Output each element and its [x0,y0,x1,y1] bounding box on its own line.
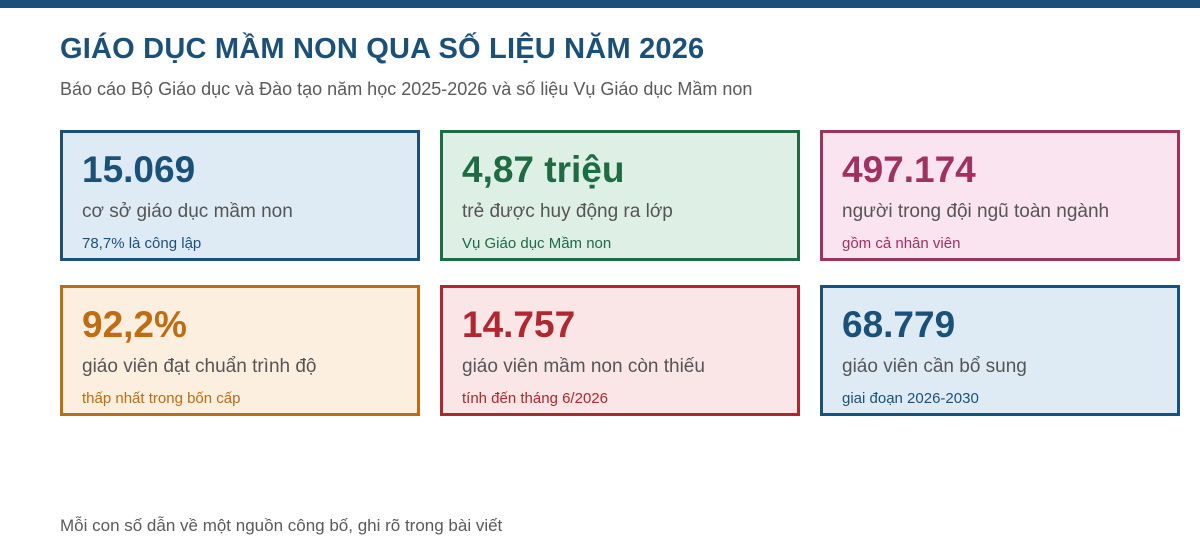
stat-card-children: 4,87 triệu trẻ được huy động ra lớp Vụ G… [440,130,800,261]
stat-note: 78,7% là công lập [82,235,202,252]
stat-note: giai đoạn 2026-2030 [842,390,979,407]
stat-card-teacher-shortage: 14.757 giáo viên mầm non còn thiếu tính … [440,285,800,416]
stat-label: giáo viên cần bổ sung [842,356,1027,377]
stat-value: 4,87 triệu [462,149,625,190]
stat-label: trẻ được huy động ra lớp [462,201,673,222]
footer-note: Mỗi con số dẫn về một nguồn công bố, ghi… [60,516,503,535]
page-subtitle: Báo cáo Bộ Giáo dục và Đào tạo năm học 2… [60,79,753,99]
stat-value: 497.174 [842,149,976,190]
stat-value: 68.779 [842,304,956,345]
stat-note: gồm cả nhân viên [842,235,961,252]
stat-note: thấp nhất trong bốn cấp [82,390,241,407]
stat-value: 14.757 [462,304,576,345]
stat-note: Vụ Giáo dục Mầm non [462,235,612,252]
top-accent-bar [0,0,1200,8]
stat-card-staff: 497.174 người trong đội ngũ toàn ngành g… [820,130,1180,261]
stat-note: tính đến tháng 6/2026 [462,390,608,407]
stat-card-qualified-teachers: 92,2% giáo viên đạt chuẩn trình độ thấp … [60,285,420,416]
page-title: GIÁO DỤC MẦM NON QUA SỐ LIỆU NĂM 2026 [60,33,705,65]
stat-label: giáo viên mầm non còn thiếu [462,356,705,377]
stat-label: người trong đội ngũ toàn ngành [842,201,1110,222]
stat-value: 15.069 [82,149,196,190]
stat-label: giáo viên đạt chuẩn trình độ [82,356,317,377]
stat-card-grid: 15.069 cơ sở giáo dục mầm non 78,7% là c… [60,130,1180,416]
stat-label: cơ sở giáo dục mầm non [82,201,293,222]
stat-card-teachers-needed: 68.779 giáo viên cần bổ sung giai đoạn 2… [820,285,1180,416]
stat-card-facilities: 15.069 cơ sở giáo dục mầm non 78,7% là c… [60,130,420,261]
stat-value: 92,2% [82,304,187,345]
